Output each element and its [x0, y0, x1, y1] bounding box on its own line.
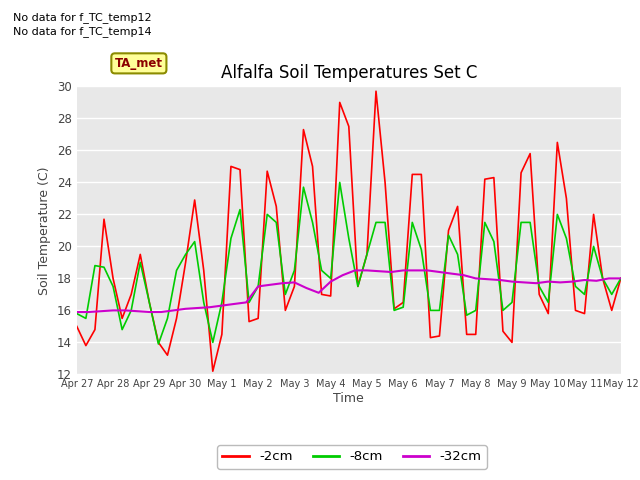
- X-axis label: Time: Time: [333, 392, 364, 405]
- Title: Alfalfa Soil Temperatures Set C: Alfalfa Soil Temperatures Set C: [221, 64, 477, 82]
- Legend: -2cm, -8cm, -32cm: -2cm, -8cm, -32cm: [217, 445, 487, 468]
- Text: No data for f_TC_temp14: No data for f_TC_temp14: [13, 26, 152, 37]
- Y-axis label: Soil Temperature (C): Soil Temperature (C): [38, 166, 51, 295]
- Text: TA_met: TA_met: [115, 57, 163, 70]
- Text: No data for f_TC_temp12: No data for f_TC_temp12: [13, 12, 152, 23]
